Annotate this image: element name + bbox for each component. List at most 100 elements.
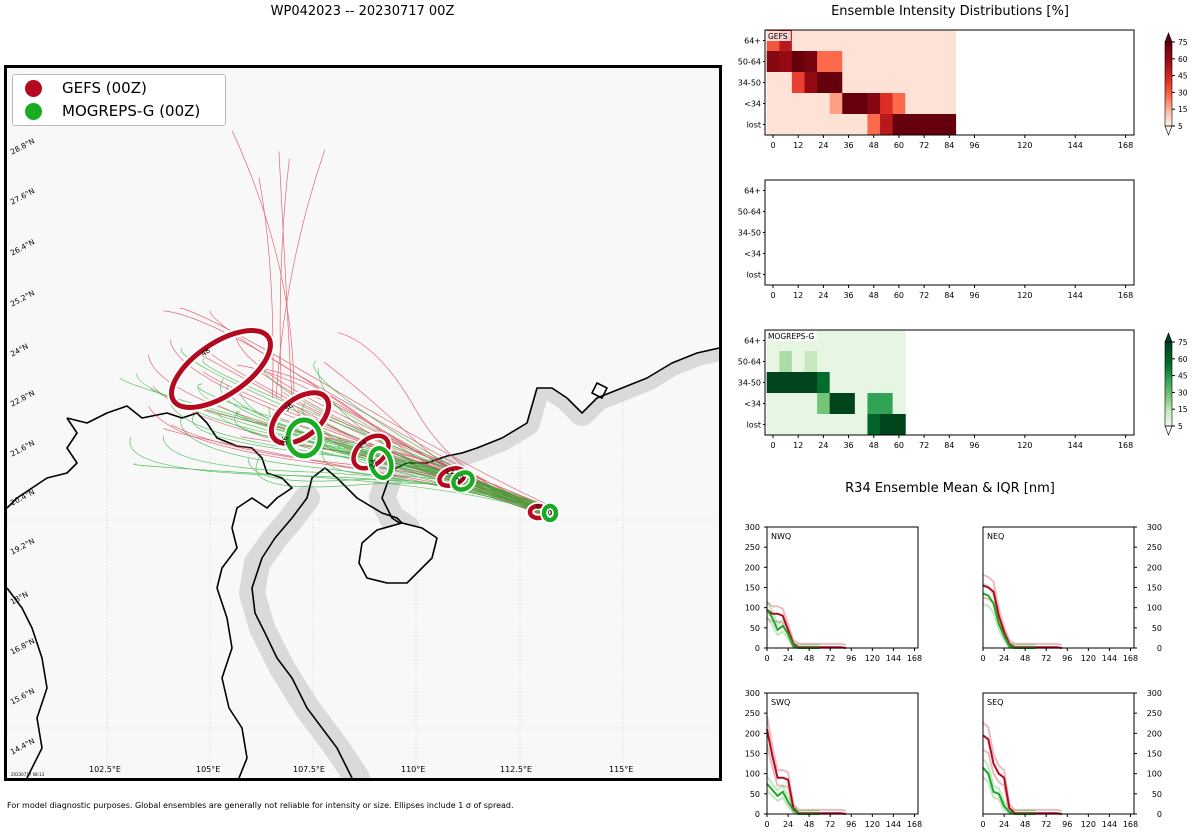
- colorbar-segment: [1165, 98, 1172, 102]
- mogreps-track: [162, 435, 554, 516]
- heatmap-cell: [854, 114, 868, 136]
- x-tick-label: 72: [919, 441, 929, 450]
- heatmap-cell: [842, 114, 856, 136]
- colorbar-segment: [1165, 402, 1172, 406]
- heatmap-cell: [867, 30, 881, 52]
- colorbar-segment: [1165, 421, 1172, 425]
- heatmap-cell: [766, 114, 780, 136]
- x-tick-label: 12: [793, 291, 803, 300]
- heatmap-cell: [842, 351, 856, 373]
- heatmap-cell: [779, 93, 793, 115]
- x-tick-label: 96: [846, 654, 856, 663]
- y-tick-label: 100: [745, 604, 760, 613]
- y-tick-label: 200: [1147, 563, 1162, 572]
- colorbar-segment: [1165, 358, 1172, 362]
- colorbar-segment: [1165, 52, 1172, 56]
- x-tick-label: 120: [1081, 820, 1096, 829]
- colorbar-segment: [1165, 411, 1172, 414]
- heatmap-cell: [854, 72, 868, 94]
- heatmap-cell: [917, 51, 931, 73]
- heatmap-cell: [930, 114, 944, 136]
- colorbar-segment: [1165, 107, 1172, 110]
- heatmap-cell: [766, 51, 780, 73]
- colorbar-segment: [1165, 377, 1172, 381]
- colorbar-segment: [1165, 344, 1172, 347]
- y-tick-label: 100: [745, 770, 760, 779]
- quadrant-label: NEQ: [987, 532, 1004, 541]
- heatmap-cell: [766, 351, 780, 373]
- heatmap-cell: [791, 93, 805, 115]
- heatmap-frame: [764, 179, 1135, 286]
- x-tick-label: 24: [999, 820, 1009, 829]
- heatmap-cell: [867, 414, 881, 436]
- x-tick-label: 96: [1062, 654, 1072, 663]
- x-tick-label: 0: [770, 441, 775, 450]
- intensity-category-label: 64+: [744, 337, 761, 346]
- heatmap-cell: [854, 393, 868, 415]
- colorbar-segment: [1165, 109, 1172, 112]
- panel-label: MOGREPS-G: [768, 332, 814, 341]
- r34-panel: 0 50 100 150 200 250 300 0 24 48 72 96 120 144 168 NWQ: [745, 523, 922, 663]
- x-tick-label: 0: [770, 291, 775, 300]
- heatmap-cell: [804, 414, 818, 436]
- x-tick-label: 168: [907, 820, 922, 829]
- iqr-upper-line: [982, 721, 1063, 812]
- mean-line: [982, 584, 1063, 649]
- heatmap-cell: [817, 414, 831, 436]
- heatmap-cell: [804, 372, 818, 394]
- x-tick-label: 120: [1081, 654, 1096, 663]
- legend-item-mogreps: MOGREPS-G (00Z): [25, 102, 200, 120]
- heatmap-cell: [854, 351, 868, 373]
- x-tick-label: 48: [804, 820, 814, 829]
- x-tick-label: 60: [894, 291, 904, 300]
- y-tick-label: 150: [1147, 584, 1162, 593]
- colorbar-segment: [1165, 360, 1172, 364]
- lon-label: 107.5°E: [293, 765, 325, 774]
- gefs-track: [278, 151, 293, 399]
- heatmap-cell: [791, 72, 805, 94]
- heatmap-cell: [943, 72, 957, 94]
- heatmap-cell: [880, 330, 894, 352]
- y-tick-label: 250: [745, 709, 760, 718]
- heatmap-cell: [766, 372, 780, 394]
- colorbar-segment: [1165, 384, 1172, 387]
- colorbar-segment: [1165, 352, 1172, 356]
- colorbar-segment: [1165, 54, 1172, 58]
- y-tick-label: 250: [1147, 543, 1162, 552]
- heatmap-cell: [854, 414, 868, 436]
- mogreps-track: [202, 358, 544, 513]
- colorbar-segment: [1165, 407, 1172, 410]
- x-tick-label: 96: [969, 441, 979, 450]
- heatmap-cell: [880, 351, 894, 373]
- heatmap-cell: [842, 330, 856, 352]
- heatmap-cell: [817, 72, 831, 94]
- colorbar-segment: [1165, 69, 1172, 72]
- x-tick-label: 12: [793, 141, 803, 150]
- mogreps-marker-icon: [25, 102, 42, 120]
- intensity-heatmap: 64+ 50-64 34-50 <34 lost 0 12 24 36 48 60 72 84 96 120…: [738, 329, 1135, 450]
- colorbar-segment: [1165, 354, 1172, 358]
- heatmap-cell: [829, 351, 843, 373]
- heatmap-cell: [880, 393, 894, 415]
- colorbar-segment: [1165, 60, 1172, 64]
- intensity-heatmap: 64+ 50-64 34-50 <34 lost 0 12 24 36 48 60 72 84 96 120…: [738, 29, 1135, 150]
- heatmap-cell: [917, 72, 931, 94]
- colorbar-tick-label: 30: [1178, 88, 1188, 97]
- heatmap-cell: [804, 93, 818, 115]
- colorbar-segment: [1165, 67, 1172, 70]
- colorbar-segment: [1165, 123, 1172, 127]
- x-tick-label: 0: [770, 141, 775, 150]
- lon-label: 112.5°E: [500, 765, 532, 774]
- colorbar-segment: [1165, 375, 1172, 379]
- colorbar-tick-label: 15: [1178, 105, 1188, 114]
- heatmap-cell: [905, 93, 919, 115]
- x-tick-label: 72: [1041, 654, 1051, 663]
- colorbar-tick-label: 45: [1178, 372, 1188, 381]
- heatmap-cell: [804, 72, 818, 94]
- map-legend: GEFS (00Z) MOGREPS-G (00Z): [12, 74, 226, 126]
- gefs-marker-icon: [25, 79, 42, 97]
- heatmap-cell: [930, 30, 944, 52]
- colorbar-tick-label: 15: [1178, 405, 1188, 414]
- y-tick-label: 150: [745, 584, 760, 593]
- intensity-category-label: lost: [747, 121, 761, 130]
